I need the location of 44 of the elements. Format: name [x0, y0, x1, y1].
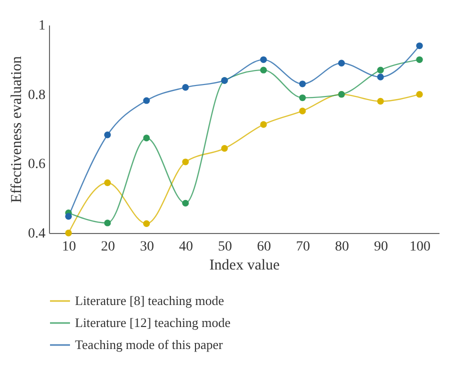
point	[65, 230, 72, 236]
x-tick-label: 30	[140, 240, 154, 254]
x-tick-label: 50	[218, 240, 232, 254]
legend-label: Teaching mode of this paper	[75, 337, 224, 352]
point	[221, 145, 228, 152]
point	[416, 56, 423, 64]
point	[182, 200, 189, 207]
point	[143, 97, 150, 104]
point	[299, 108, 306, 114]
legend-label: Literature [12] teaching mode	[75, 315, 231, 330]
x-tick-label: 10	[62, 240, 76, 254]
y-tick-label: 0.4	[28, 226, 46, 242]
point	[104, 132, 111, 138]
point	[377, 74, 384, 80]
x-tick-label: 20	[101, 240, 115, 254]
point	[182, 84, 189, 91]
x-tick-label: 60	[257, 240, 271, 254]
y-tick-label: 0.6	[28, 157, 46, 172]
point	[299, 94, 306, 102]
point	[104, 179, 111, 186]
point	[104, 220, 111, 226]
point	[338, 60, 345, 66]
y-axis-title: Effectiveness evaluation	[9, 56, 25, 203]
x-tick-label: 70	[296, 240, 310, 254]
point	[416, 90, 423, 98]
legend-label: Literature [8] teaching mode	[75, 293, 224, 308]
point	[65, 213, 72, 220]
point	[299, 80, 306, 88]
point	[377, 98, 384, 105]
point	[260, 66, 267, 74]
x-axis-title: Index value	[209, 258, 280, 274]
point	[416, 42, 423, 50]
point	[260, 121, 267, 128]
point	[143, 220, 150, 227]
x-tick-label: 80	[335, 240, 349, 254]
x-tick-label: 90	[374, 240, 388, 254]
x-tick-label: 100	[410, 240, 430, 254]
point	[377, 66, 384, 74]
y-tick-label: 0.8	[28, 88, 46, 103]
point	[143, 134, 150, 142]
point	[260, 56, 267, 64]
x-tick-label: 40	[179, 240, 193, 254]
point	[182, 158, 189, 166]
y-tick-label: 1	[38, 18, 46, 34]
